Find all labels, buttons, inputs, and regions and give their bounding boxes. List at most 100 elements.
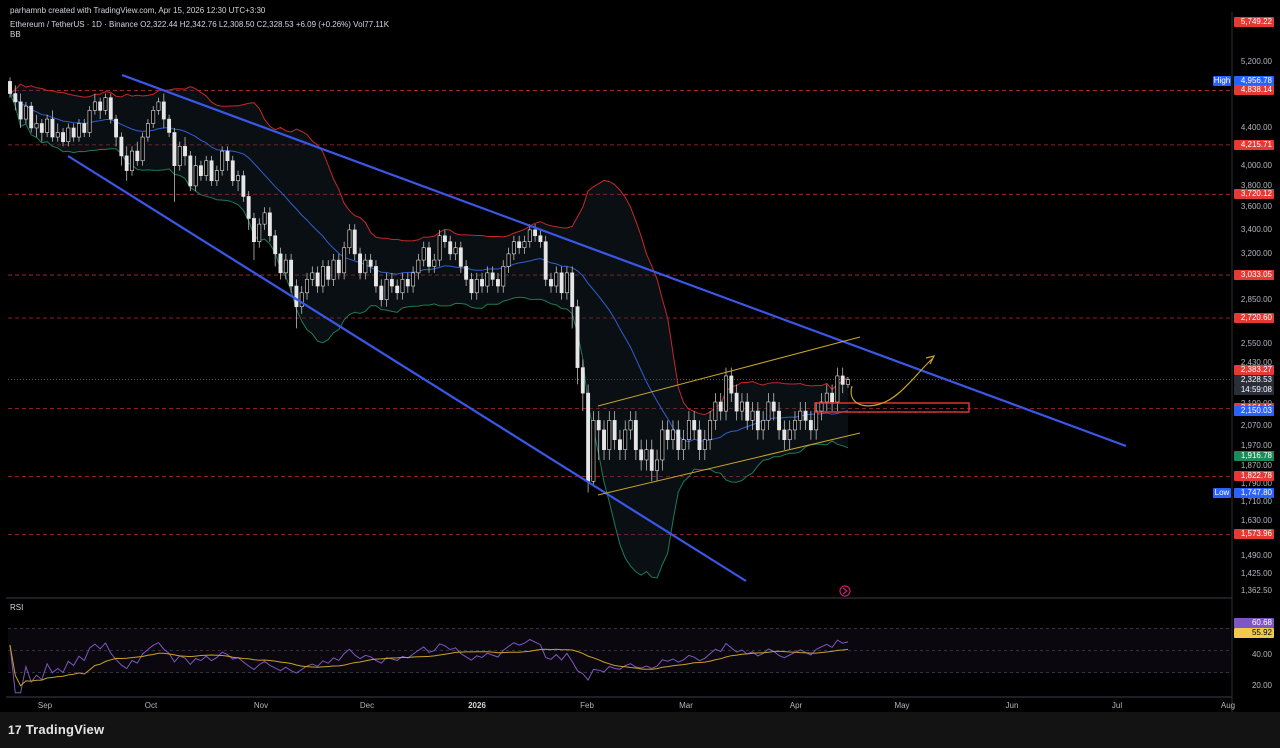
candle-151 (808, 411, 813, 440)
candle-59 (320, 260, 325, 293)
candle-134 (718, 393, 723, 421)
candle-42 (230, 155, 235, 186)
candle-92 (496, 272, 500, 293)
candle-69 (374, 260, 378, 293)
candle-56 (305, 272, 309, 300)
projected-path-arrowhead (925, 355, 936, 365)
candle-23 (130, 146, 134, 176)
candle-body-45 (246, 196, 251, 219)
candle-body-104 (559, 272, 564, 294)
candle-85 (458, 241, 463, 273)
price-tick-10: 2,190.00 (1234, 399, 1274, 409)
candle-153 (819, 393, 824, 421)
low-badge: Low (1213, 487, 1231, 498)
candle-body-28 (156, 101, 161, 111)
candle-93 (501, 260, 506, 293)
candle-34 (188, 151, 193, 192)
candle-66 (358, 247, 362, 280)
candle-body-64 (347, 229, 352, 249)
candle-body-44 (241, 175, 246, 197)
candle-103 (554, 266, 559, 293)
candle-29 (161, 93, 166, 128)
candle-body-116 (623, 429, 628, 450)
candle-body-87 (469, 279, 474, 294)
price-tag-5: 3,033.05 (1234, 270, 1274, 281)
candle-body-130 (697, 429, 702, 450)
candle-body-52 (283, 259, 288, 274)
candle-body-118 (633, 420, 638, 450)
candle-78 (421, 241, 426, 267)
candle-body-136 (729, 375, 734, 394)
candle-141 (755, 401, 760, 440)
trendline-drawings[interactable] (67, 73, 1127, 597)
price-tag-12: 1,916.78 (1234, 451, 1274, 462)
candle-127 (681, 429, 686, 460)
candle-90 (485, 266, 490, 293)
candle-64 (347, 224, 352, 254)
candle-152 (814, 401, 819, 440)
candle-body-51 (278, 253, 283, 274)
candle-body-4 (29, 105, 34, 129)
candle-45 (246, 191, 251, 230)
candle-body-149 (798, 410, 803, 421)
candle-54 (294, 279, 299, 329)
price-tag-9: 14:59:08 (1234, 384, 1274, 395)
candle-126 (676, 420, 681, 460)
candle-13 (77, 119, 81, 142)
candle-body-62 (336, 259, 341, 274)
rising-channel-lower-line (597, 432, 861, 496)
candle-61 (331, 253, 336, 287)
candle-53 (289, 253, 294, 293)
candle-43 (236, 170, 240, 192)
candle-body-16 (92, 101, 97, 111)
candle-body-140 (750, 410, 755, 421)
tradingview-logo[interactable]: 17 TradingView (8, 722, 104, 737)
candle-113 (607, 411, 612, 460)
indicator-label[interactable]: BB (10, 30, 21, 39)
candle-body-60 (326, 266, 331, 280)
price-tick-3: 3,800.00 (1240, 180, 1272, 190)
candle-65 (352, 224, 357, 261)
candle-body-19 (108, 97, 113, 120)
candle-82 (442, 229, 447, 248)
candle-body-81 (437, 235, 442, 261)
candle-body-128 (686, 420, 691, 440)
price-tick-17: 1,490.00 (1240, 551, 1272, 561)
candle-body-131 (702, 439, 707, 450)
rsi-label[interactable]: RSI (10, 603, 24, 612)
candle-body-76 (411, 272, 416, 287)
candle-body-138 (739, 401, 744, 412)
candle-123 (660, 420, 665, 471)
candle-21 (119, 132, 124, 166)
candle-80 (432, 253, 437, 273)
rsi-tick-40: 40.00 (1251, 650, 1272, 659)
candle-68 (368, 253, 373, 273)
candle-18 (103, 93, 108, 115)
candle-body-54 (294, 285, 299, 307)
candle-body-114 (612, 420, 617, 440)
candle-body-121 (649, 449, 654, 471)
candle-25 (140, 132, 145, 166)
candle-body-93 (501, 266, 506, 287)
candle-137 (734, 384, 739, 421)
candle-136 (729, 367, 734, 402)
candle-128 (686, 411, 691, 450)
candle-body-141 (755, 410, 760, 431)
candle-body-89 (480, 279, 484, 287)
candle-0 (8, 77, 12, 98)
candle-7 (45, 114, 50, 138)
symbol-line[interactable]: Ethereum / TetherUS · 1D · Binance O2,32… (10, 20, 390, 29)
candle-body-74 (400, 279, 405, 294)
price-tag-4: 3,720.12 (1234, 189, 1274, 200)
candle-51 (278, 247, 283, 280)
candle-58 (315, 266, 320, 293)
candle-body-125 (671, 429, 675, 440)
candle-24 (135, 141, 140, 166)
candle-body-90 (485, 272, 490, 287)
candle-17 (98, 97, 103, 120)
candle-67 (363, 253, 368, 280)
time-tick-9: Jun (1005, 701, 1019, 710)
candle-158 (846, 377, 850, 388)
candle-body-97 (522, 241, 527, 249)
